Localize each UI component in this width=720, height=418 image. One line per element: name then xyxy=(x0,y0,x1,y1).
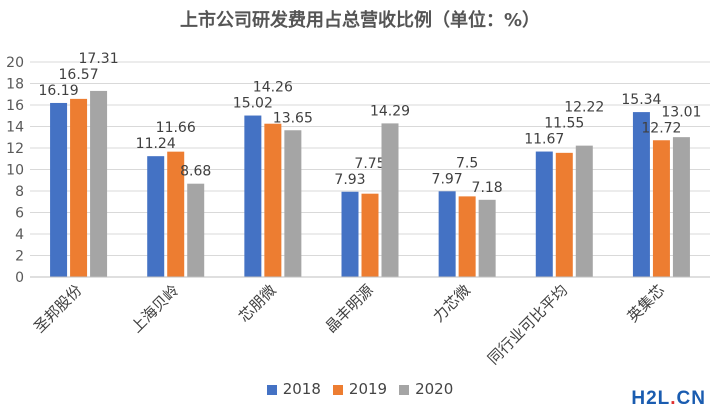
category-label: 英集芯 xyxy=(624,281,669,326)
legend-label: 2019 xyxy=(348,380,388,398)
data-label: 13.01 xyxy=(661,104,701,120)
category-label: 上海贝岭 xyxy=(127,281,182,336)
category-label: 力芯微 xyxy=(429,281,474,326)
data-label: 8.68 xyxy=(180,164,211,180)
y-tick-label: 6 xyxy=(15,206,24,222)
bar-2020 xyxy=(575,145,593,277)
data-label: 11.55 xyxy=(544,116,584,132)
bar-2018 xyxy=(632,112,650,277)
watermark-cn: CN xyxy=(676,388,706,409)
bar-2018 xyxy=(147,156,165,277)
category-label: 晶丰明源 xyxy=(322,281,377,336)
y-tick-label: 12 xyxy=(6,141,24,157)
bar-2020 xyxy=(478,199,496,277)
data-label: 14.26 xyxy=(253,80,293,96)
legend-item: 2019 xyxy=(332,380,388,398)
y-tick-label: 4 xyxy=(15,227,24,243)
bar-2019 xyxy=(167,151,185,277)
y-tick-label: 14 xyxy=(6,120,24,136)
data-label: 7.97 xyxy=(432,171,463,187)
bar-2020 xyxy=(90,90,108,277)
legend-swatch xyxy=(399,384,410,395)
legend-item: 2020 xyxy=(399,380,453,398)
data-label: 7.18 xyxy=(472,180,503,196)
data-label: 15.34 xyxy=(621,92,661,108)
bar-2019 xyxy=(361,193,379,277)
data-label: 15.02 xyxy=(233,96,273,112)
y-tick-label: 8 xyxy=(15,184,24,200)
data-label: 7.75 xyxy=(354,156,385,172)
watermark-h2l: H2L xyxy=(631,388,671,409)
data-label: 16.57 xyxy=(59,67,99,83)
legend-label: 2018 xyxy=(282,380,321,398)
legend-swatch xyxy=(332,384,343,395)
data-label: 7.93 xyxy=(334,172,365,188)
data-label: 14.29 xyxy=(370,103,410,119)
data-label: 11.24 xyxy=(136,136,176,152)
bar-2020 xyxy=(672,137,690,277)
bar-2019 xyxy=(652,140,670,277)
category-label: 同行业可比平均 xyxy=(484,281,571,368)
y-tick-label: 10 xyxy=(6,163,24,179)
bar-2018 xyxy=(438,191,456,277)
data-label: 13.65 xyxy=(273,110,313,126)
chart-title: 上市公司研发费用占总营收比例（单位：%） xyxy=(179,10,541,31)
bar-2020 xyxy=(284,130,302,277)
bar-2019 xyxy=(458,196,476,277)
site-watermark: H2L.CN xyxy=(631,388,706,410)
legend-swatch xyxy=(266,384,277,395)
bar-2018 xyxy=(341,191,359,277)
data-label: 16.19 xyxy=(39,83,79,99)
bar-2018 xyxy=(244,115,262,277)
category-label: 芯朋微 xyxy=(235,281,280,326)
chart-legend: 2018 2019 2020 xyxy=(0,380,720,398)
data-label: 17.31 xyxy=(79,51,119,67)
bar-2018 xyxy=(50,102,68,278)
y-tick-label: 2 xyxy=(15,249,24,265)
bar-2018 xyxy=(535,151,553,277)
data-label: 12.22 xyxy=(564,100,604,116)
bar-2019 xyxy=(70,98,88,277)
legend-item: 2018 xyxy=(266,380,321,398)
y-tick-label: 16 xyxy=(6,98,24,114)
bar-2019 xyxy=(555,152,573,277)
legend-label: 2020 xyxy=(415,380,454,398)
y-tick-label: 0 xyxy=(15,270,24,286)
bar-2019 xyxy=(264,123,282,277)
category-label: 圣邦股份 xyxy=(30,281,85,336)
data-label: 11.67 xyxy=(524,132,564,148)
y-tick-label: 18 xyxy=(6,77,24,93)
watermark-dot: . xyxy=(670,388,677,409)
bar-2020 xyxy=(381,123,399,277)
y-tick-label: 20 xyxy=(6,55,24,71)
data-label: 12.72 xyxy=(641,120,681,136)
data-label: 7.5 xyxy=(456,155,478,171)
bar-2020 xyxy=(187,183,205,277)
data-label: 11.66 xyxy=(156,120,196,136)
